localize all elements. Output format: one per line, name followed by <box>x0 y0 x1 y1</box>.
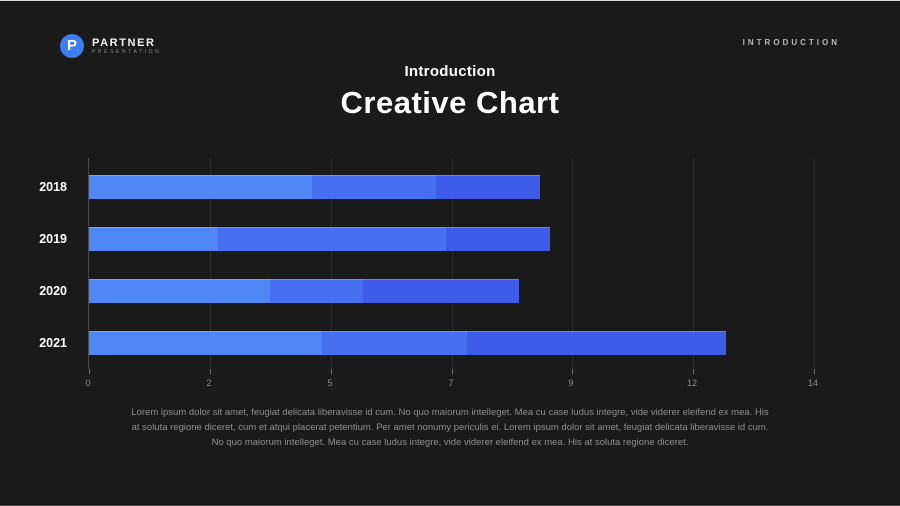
gridline <box>572 158 573 369</box>
bar-row-2019 <box>89 227 550 251</box>
gridline <box>814 158 815 369</box>
bar-segment-segment-2 <box>311 175 436 199</box>
axis-tick-label: 5 <box>327 378 333 388</box>
logo-text: PARTNER PRESENTATION <box>92 37 161 56</box>
partner-logo: P PARTNER PRESENTATION <box>60 34 161 58</box>
axis-tick-label: 9 <box>568 378 574 388</box>
bar-segment-segment-1 <box>89 175 312 199</box>
bar-segment-segment-3 <box>446 227 550 251</box>
axis-tick <box>572 369 573 374</box>
category-label-2020: 2020 <box>39 284 67 298</box>
axis-tick <box>693 369 694 374</box>
p-logo-letter: P <box>66 36 77 54</box>
footer-paragraph: Lorem ipsum dolor sit amet, feugiat deli… <box>131 407 769 448</box>
bar-row-2020 <box>89 279 519 303</box>
bar-row-2018 <box>89 175 540 199</box>
gridline <box>331 158 332 369</box>
slide-title: Creative Chart <box>340 85 560 120</box>
bar-segment-segment-3 <box>435 175 540 199</box>
axis-tick-label: 2 <box>206 378 212 388</box>
axis-tick <box>331 369 332 374</box>
bar-segment-segment-2 <box>218 227 447 251</box>
bar-segment-segment-2 <box>322 331 468 355</box>
bar-segment-segment-3 <box>467 331 726 355</box>
slide-subtitle: Introduction <box>404 63 496 80</box>
bar-row-2021 <box>89 331 726 355</box>
category-label-2021: 2021 <box>39 336 67 350</box>
axis-tick-label: 12 <box>686 378 698 388</box>
axis-tick-label: 14 <box>807 378 819 388</box>
bar-segment-segment-2 <box>270 279 364 303</box>
axis-tick <box>452 369 453 374</box>
category-label-2018: 2018 <box>39 180 67 194</box>
axis-tick-label: 7 <box>448 378 454 388</box>
section-label: INTRODUCTION <box>742 38 840 47</box>
brand-tagline: PRESENTATION <box>92 48 162 55</box>
gridline <box>210 158 211 369</box>
axis-tick-label: 0 <box>85 378 91 388</box>
bar-segment-segment-1 <box>89 227 219 251</box>
p-logo-icon: P <box>60 34 84 58</box>
brand-name: PARTNER <box>92 36 156 49</box>
gridline <box>693 158 694 369</box>
bar-segment-segment-1 <box>89 279 271 303</box>
stacked-bar-chart: 0 2 5 7 9 12 14 2018 2019 2020 2021 <box>0 158 900 398</box>
bar-segment-segment-3 <box>363 279 519 303</box>
axis-tick <box>89 369 90 374</box>
chart-plot-area <box>88 158 815 374</box>
gridline <box>452 158 453 369</box>
axis-tick <box>814 369 815 374</box>
bar-segment-segment-1 <box>89 331 323 355</box>
category-label-2019: 2019 <box>39 232 67 246</box>
axis-tick <box>210 369 211 374</box>
